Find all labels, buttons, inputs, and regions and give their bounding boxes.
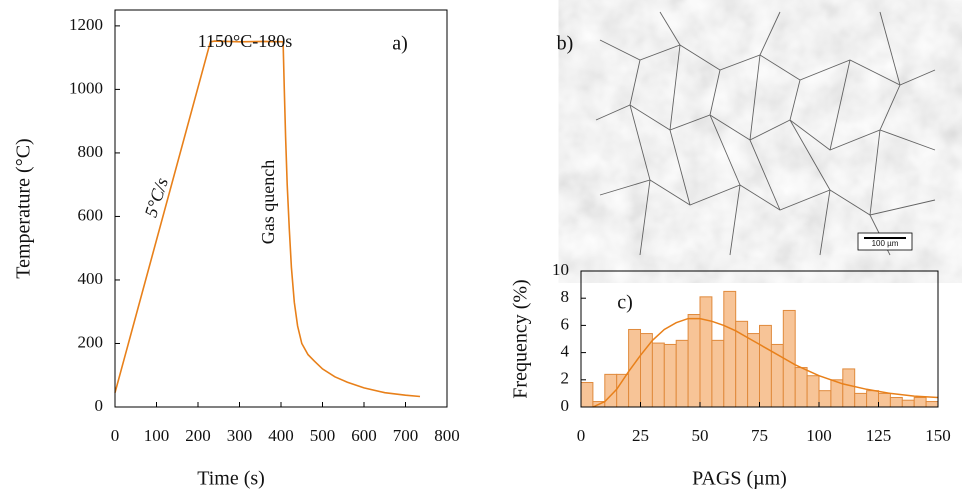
annotation: 5°C/s <box>140 175 171 219</box>
bar <box>580 382 594 408</box>
grain-boundaries <box>595 11 936 256</box>
y-tick-label: 800 <box>78 142 104 161</box>
y-tick-label: 0 <box>561 396 570 415</box>
annotation: Gas quench <box>258 160 278 244</box>
bar <box>747 333 760 408</box>
bar <box>640 333 653 408</box>
bar <box>687 314 701 408</box>
x-tick-label: 300 <box>227 426 253 445</box>
bar <box>759 324 772 408</box>
x-tick-label: 150 <box>925 426 951 445</box>
y-tick-label: 200 <box>78 332 104 351</box>
y-tick-label: 600 <box>78 205 104 224</box>
x-axis-label: PAGS (µm) <box>692 468 787 490</box>
bar <box>794 367 808 408</box>
y-tick-label: 4 <box>561 342 570 361</box>
bar <box>842 368 856 408</box>
bar <box>723 290 737 408</box>
bar <box>913 396 927 408</box>
x-tick-label: 200 <box>185 426 211 445</box>
x-tick-label: 100 <box>144 426 170 445</box>
y-tick-label: 1200 <box>69 15 103 34</box>
panel-label: b) <box>557 33 574 55</box>
x-tick-label: 0 <box>111 426 120 445</box>
panel-label: c) <box>617 292 633 314</box>
x-tick-label: 500 <box>310 426 336 445</box>
y-tick-label: 0 <box>95 396 104 415</box>
y-tick-label: 2 <box>561 369 570 388</box>
y-tick-label: 8 <box>561 287 570 306</box>
x-tick-label: 25 <box>632 426 649 445</box>
y-axis-label: Temperature (°C) <box>13 138 35 278</box>
bar <box>651 342 665 408</box>
temperature-line <box>114 40 421 398</box>
micrograph: 100 µm b) <box>557 10 938 258</box>
panel-label: a) <box>392 33 408 55</box>
x-tick-label: 125 <box>866 426 892 445</box>
bar <box>866 390 879 408</box>
x-tick-label: 600 <box>351 426 377 445</box>
y-axis-label: Frequency (%) <box>510 279 532 398</box>
bar <box>889 396 903 408</box>
bar <box>925 401 939 408</box>
bar <box>806 375 820 408</box>
y-tick-label: 10 <box>552 260 569 279</box>
scale-bar-label: 100 µm <box>872 239 899 248</box>
bar <box>675 339 689 408</box>
bar <box>663 343 677 408</box>
bar <box>699 296 713 408</box>
bar <box>878 392 891 408</box>
x-tick-label: 800 <box>434 426 460 445</box>
bar <box>818 390 832 408</box>
x-tick-label: 0 <box>577 426 586 445</box>
bar <box>711 339 725 408</box>
x-axis-label: Time (s) <box>197 468 265 490</box>
annotation: 1150°C-180s <box>198 31 293 51</box>
fit-curve <box>592 317 939 408</box>
x-tick-label: 100 <box>806 426 832 445</box>
bar <box>854 392 868 408</box>
y-tick-label: 6 <box>561 314 570 333</box>
x-tick-label: 400 <box>268 426 294 445</box>
x-tick-label: 700 <box>393 426 419 445</box>
micrograph-image <box>593 10 938 258</box>
x-tick-label: 50 <box>692 426 709 445</box>
x-tick-label: 75 <box>751 426 768 445</box>
bar <box>901 399 915 408</box>
y-tick-label: 1000 <box>69 78 103 97</box>
y-tick-label: 400 <box>78 269 104 288</box>
